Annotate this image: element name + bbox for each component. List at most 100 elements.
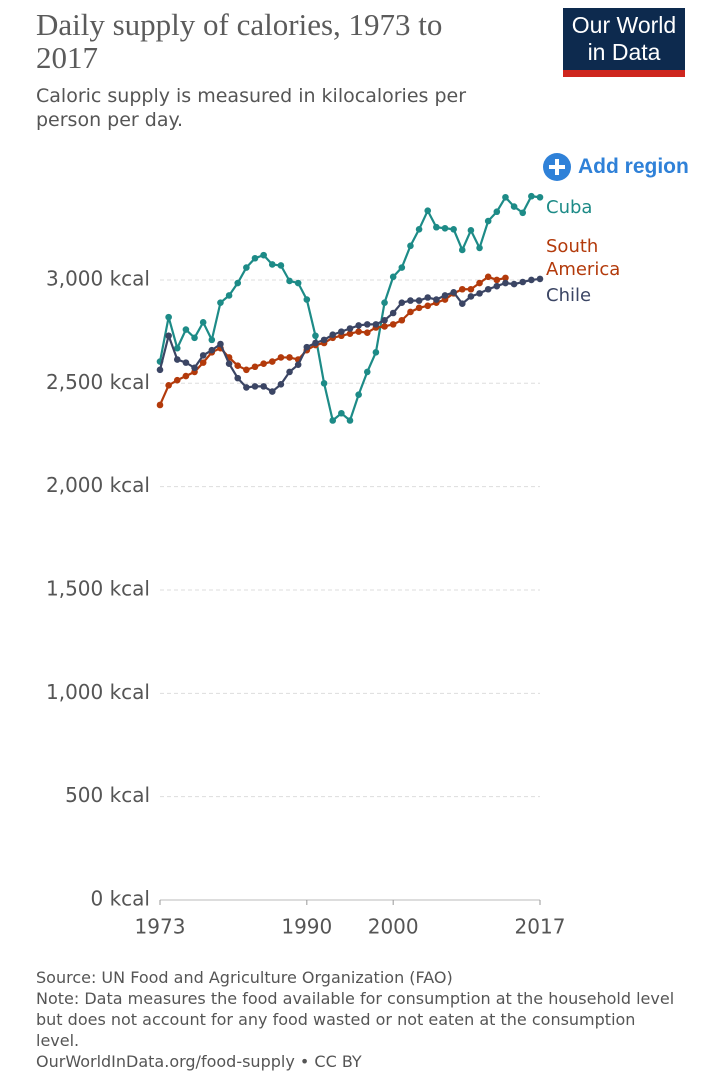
series-label: South America [546, 236, 621, 280]
data-point [251, 254, 259, 262]
logo[interactable]: Our World in Data [563, 8, 685, 77]
data-point [450, 226, 457, 233]
data-point [424, 302, 432, 310]
data-point [528, 276, 535, 284]
source: Source: UN Food and Agriculture Organiza… [36, 968, 453, 987]
data-point [502, 193, 509, 201]
data-point [476, 244, 483, 252]
data-point [329, 417, 337, 424]
data-point [381, 316, 388, 324]
data-point [355, 328, 362, 335]
logo-text: Our World in Data [571, 12, 677, 65]
data-point [493, 276, 501, 284]
data-point [407, 297, 414, 304]
data-point [286, 354, 293, 361]
data-point [251, 363, 259, 371]
data-point [450, 289, 457, 296]
y-tick-label: 3,000 kcal [46, 266, 150, 290]
data-point [407, 242, 414, 250]
data-point [363, 368, 371, 376]
data-point [476, 279, 483, 287]
x-tick-label: 1973 [135, 915, 186, 939]
data-point [346, 325, 354, 332]
x-tick-label: 2000 [368, 915, 419, 939]
data-point [260, 251, 267, 259]
y-tick-label: 2,500 kcal [46, 370, 150, 394]
data-point [277, 262, 285, 269]
data-point [329, 331, 337, 339]
data-point [467, 227, 475, 234]
data-point [346, 330, 354, 337]
data-point [433, 296, 440, 303]
data-point [156, 401, 164, 409]
data-point [536, 193, 544, 201]
data-point [312, 339, 319, 347]
data-point [173, 376, 181, 384]
y-tick-label: 1,500 kcal [46, 576, 150, 600]
add-region-button[interactable]: Add region [542, 151, 689, 183]
data-point [510, 203, 518, 210]
data-point [415, 226, 423, 233]
data-point [363, 321, 371, 328]
data-point [519, 278, 527, 286]
data-point [243, 264, 250, 271]
data-point [355, 391, 362, 398]
data-point [268, 388, 276, 395]
data-point [234, 279, 242, 287]
y-tick-label: 500 kcal [65, 783, 150, 807]
data-point [372, 348, 380, 356]
data-point [225, 292, 233, 299]
data-point [286, 277, 293, 285]
data-point [502, 279, 509, 287]
data-point [338, 409, 345, 417]
data-point [260, 383, 267, 390]
data-point [458, 285, 466, 293]
chart-title: Daily supply of calories, 1973 to 2017 [36, 7, 443, 75]
data-point [424, 207, 432, 215]
data-point [165, 382, 172, 389]
data-point [191, 334, 198, 342]
data-point [441, 292, 449, 299]
data-point [467, 293, 475, 300]
data-point [476, 290, 483, 297]
data-point [303, 343, 311, 351]
data-point [536, 275, 544, 283]
data-point [433, 223, 440, 231]
data-point [260, 360, 267, 367]
data-point [173, 344, 181, 352]
data-point [398, 316, 406, 324]
series-line [158, 195, 541, 423]
data-point [294, 361, 302, 368]
data-point [484, 217, 492, 225]
data-point [510, 280, 518, 288]
data-point [381, 299, 388, 306]
data-point [199, 359, 207, 366]
data-point [165, 313, 172, 321]
data-point [182, 372, 190, 380]
data-point [415, 297, 423, 304]
data-point [484, 273, 492, 281]
data-point [458, 246, 466, 254]
note: Note: Data measures the food available f… [36, 989, 675, 1050]
x-tick-label: 2017 [515, 915, 566, 939]
data-point [243, 366, 250, 374]
data-point [415, 304, 423, 312]
data-point [346, 417, 354, 424]
data-point [389, 273, 397, 281]
series-label: Chile [546, 285, 592, 306]
data-point [208, 336, 216, 344]
data-point [389, 321, 397, 328]
y-tick-label: 0 kcal [91, 887, 150, 911]
data-point [277, 381, 285, 388]
data-point [458, 300, 466, 308]
data-point [217, 299, 224, 306]
data-point [338, 328, 345, 335]
data-point [502, 274, 509, 282]
data-point [424, 294, 432, 301]
data-point [191, 364, 198, 372]
data-point [173, 356, 181, 363]
data-point [303, 296, 311, 303]
data-point [225, 360, 233, 367]
